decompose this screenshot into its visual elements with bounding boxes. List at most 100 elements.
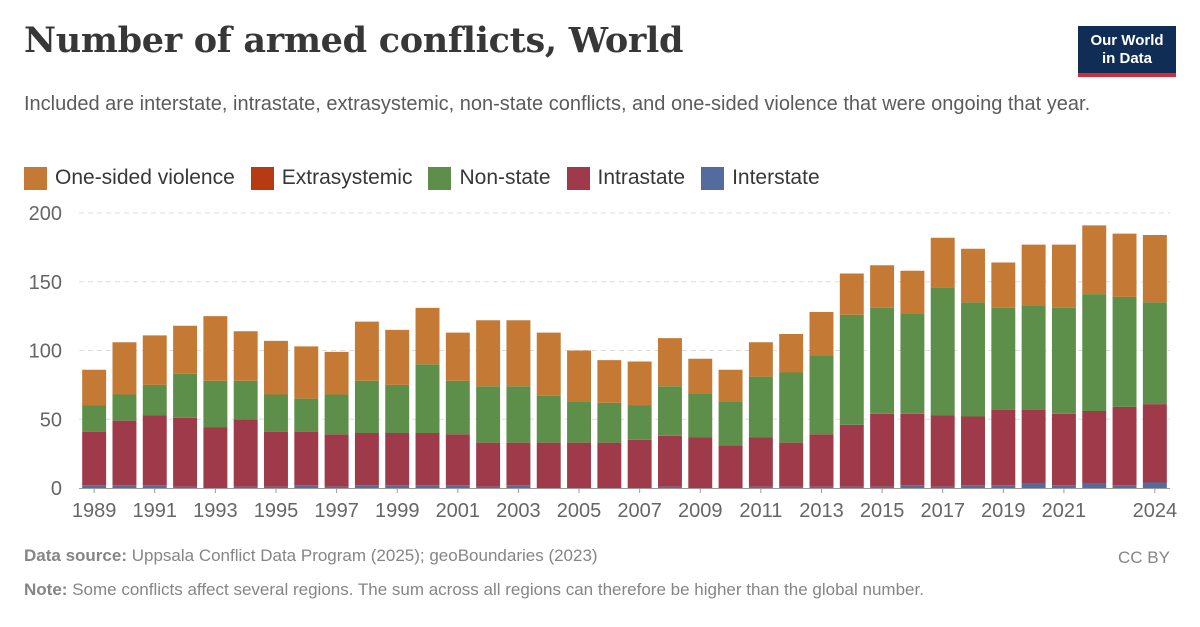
- bar-segment: [627, 361, 652, 406]
- x-tick-label: 2005: [557, 500, 602, 522]
- legend-item-extrasystemic[interactable]: Extrasystemic: [250, 166, 413, 190]
- y-tick-label: 50: [40, 409, 62, 431]
- bar-segment: [445, 485, 470, 488]
- legend-swatch-extrasystemic: [250, 166, 274, 190]
- bar-segment: [112, 485, 137, 488]
- bar-segment: [961, 302, 985, 417]
- legend-item-interstate[interactable]: Interstate: [701, 166, 820, 190]
- license-link[interactable]: CC BY: [1118, 548, 1170, 567]
- bar-segment: [809, 486, 834, 488]
- bar-segment: [991, 409, 1016, 486]
- x-tick-label: 2015: [860, 500, 905, 522]
- bar-segment: [839, 424, 864, 487]
- bar-segment: [991, 485, 1016, 488]
- bar-segment: [445, 434, 470, 486]
- bar-segment: [294, 485, 319, 488]
- bar-segment: [597, 442, 622, 488]
- bar-segment: [264, 394, 288, 432]
- x-tick-label: 1999: [375, 500, 420, 522]
- bar-segment: [839, 486, 864, 488]
- bar-segment: [718, 401, 743, 446]
- x-tick-label: 1989: [72, 500, 117, 522]
- bar-segment: [1112, 233, 1137, 297]
- x-tick-label: 1993: [193, 500, 238, 522]
- logo-line-2: in Data: [1101, 49, 1152, 67]
- bar-segment: [142, 384, 167, 416]
- note-text: Some conflicts affect several regions. T…: [72, 580, 924, 599]
- bar-segment: [415, 433, 440, 486]
- bar-segment: [233, 486, 258, 488]
- bar-segment: [718, 445, 743, 488]
- bar-segment: [597, 402, 622, 443]
- bar-segment: [809, 312, 834, 356]
- legend-item-intrastate[interactable]: Intrastate: [566, 166, 685, 190]
- legend-item-one-sided[interactable]: One-sided violence: [24, 166, 235, 190]
- bar-segment: [870, 486, 895, 488]
- bar-segment: [930, 415, 955, 487]
- bar-segment: [657, 486, 682, 488]
- y-tick-label: 0: [51, 478, 62, 500]
- y-tick-label: 150: [29, 272, 62, 294]
- bar-segment: [203, 316, 228, 381]
- bar-segment: [354, 433, 379, 486]
- bar-segment: [142, 335, 167, 385]
- legend-label-non-state: Non-state: [459, 166, 551, 189]
- bar-segment: [445, 332, 470, 381]
- legend-label-one-sided: One-sided violence: [55, 166, 235, 189]
- bar-segment: [324, 486, 349, 488]
- x-tick-label: 2013: [799, 500, 844, 522]
- bar-segment: [748, 486, 773, 488]
- bar-segment: [385, 433, 410, 486]
- bar-segment: [264, 486, 288, 488]
- bar-segment: [294, 346, 319, 399]
- bar-segment: [203, 380, 228, 428]
- bar-segment: [142, 485, 167, 488]
- bar-segment: [870, 265, 895, 308]
- bar-segment: [264, 340, 288, 395]
- x-tick-label: 2007: [617, 500, 662, 522]
- legend-swatch-interstate: [701, 166, 725, 190]
- x-tick-label: 2019: [981, 500, 1026, 522]
- source-label: Data source:: [24, 546, 127, 565]
- chart-legend: One-sided violence Extrasystemic Non-sta…: [24, 166, 836, 190]
- bar-segment: [627, 439, 652, 488]
- bar-segment: [1051, 413, 1076, 486]
- bar-segment: [112, 394, 137, 421]
- bar-segment: [567, 350, 592, 402]
- bar-segment: [900, 313, 925, 414]
- bar-segment: [900, 485, 925, 488]
- bar-segment: [1142, 404, 1167, 483]
- bar-segment: [82, 485, 107, 488]
- bar-segment: [112, 342, 137, 395]
- legend-swatch-intrastate: [566, 166, 590, 190]
- bar-segment: [536, 395, 561, 443]
- legend-label-extrasystemic: Extrasystemic: [281, 166, 413, 189]
- bar-segment: [142, 415, 167, 486]
- legend-swatch-one-sided: [24, 166, 47, 190]
- bar-segment: [476, 320, 501, 387]
- bar-segment: [657, 435, 682, 487]
- source-text[interactable]: Uppsala Conflict Data Program (2025); ge…: [131, 546, 598, 565]
- bar-segment: [536, 332, 561, 396]
- bar-segment: [476, 386, 501, 443]
- bar-segment: [506, 386, 531, 443]
- bar-segment: [1142, 302, 1167, 405]
- bar-segment: [385, 329, 410, 385]
- x-tick-label: 2001: [436, 500, 481, 522]
- x-tick-label: 1997: [314, 500, 359, 522]
- legend-label-interstate: Interstate: [732, 166, 820, 189]
- legend-item-non-state[interactable]: Non-state: [428, 166, 551, 190]
- bar-segment: [1082, 225, 1107, 295]
- bar-segment: [415, 364, 440, 433]
- bar-segment: [1112, 406, 1137, 486]
- y-tick-label: 100: [29, 341, 62, 363]
- bar-segment: [203, 427, 228, 488]
- bar-segment: [1051, 244, 1076, 308]
- bar-segment: [567, 401, 592, 443]
- bar-segment: [264, 431, 288, 487]
- bar-segment: [718, 369, 743, 402]
- bar-segment: [839, 314, 864, 425]
- bar-segment: [961, 485, 985, 488]
- owid-logo[interactable]: Our World in Data: [1078, 26, 1176, 77]
- bar-segment: [748, 437, 773, 487]
